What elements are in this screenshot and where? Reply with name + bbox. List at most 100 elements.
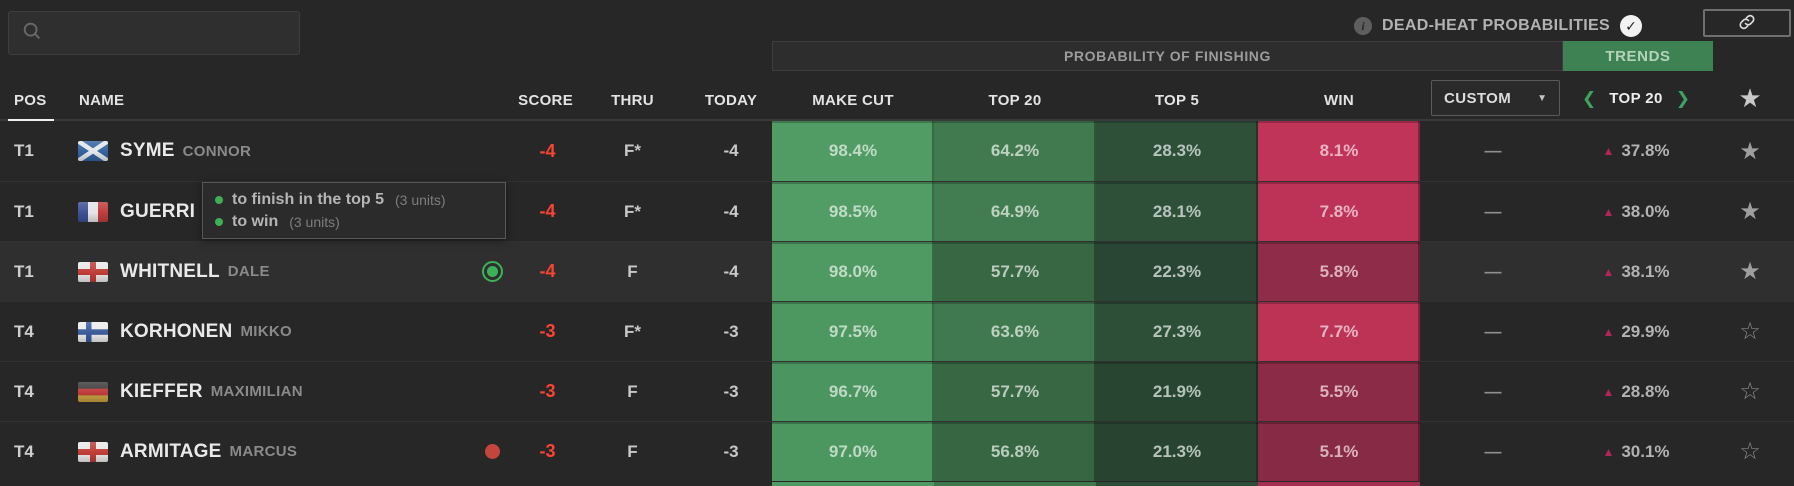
player-first-name: MARCUS xyxy=(229,443,298,460)
column-header-name[interactable]: NAME xyxy=(79,91,125,109)
trend-up-triangle-icon: ▲ xyxy=(1602,144,1615,158)
top20-cell[interactable]: 64.9% xyxy=(934,182,1096,241)
player-today: -4 xyxy=(723,201,739,221)
bet-indicator xyxy=(465,422,520,481)
table-row[interactable]: T4 ARMITAGE MARCUS -3 F -3 97.0% 56.8% 2… xyxy=(0,421,1794,481)
custom-column-value: — xyxy=(1484,321,1502,341)
bet-indicator xyxy=(465,362,520,421)
search-input[interactable] xyxy=(8,11,300,55)
favorite-star[interactable]: ★ xyxy=(1739,137,1761,165)
country-flag xyxy=(78,261,108,282)
table-row[interactable]: T4 KORHONEN MIKKO -3 F* -3 97.5% 63.6% 2… xyxy=(0,301,1794,361)
win-cell[interactable]: 7.7% xyxy=(1258,302,1420,361)
column-header-win[interactable]: WIN xyxy=(1323,91,1355,109)
player-first-name: MAXIMILIAN xyxy=(210,383,303,400)
favorite-star[interactable]: ☆ xyxy=(1739,438,1761,465)
player-position: T4 xyxy=(14,321,34,341)
make-cut-cell[interactable]: 97.5% xyxy=(772,302,934,361)
player-last-name: WHITNELL xyxy=(120,260,220,282)
bet-indicator xyxy=(465,302,520,361)
player-position: T4 xyxy=(14,381,34,401)
top5-cell[interactable]: 22.3% xyxy=(1096,242,1258,301)
trend-cell: ▲ 28.8% xyxy=(1566,362,1706,421)
country-flag xyxy=(78,321,108,342)
trend-value: 38.0% xyxy=(1621,201,1670,221)
player-position: T1 xyxy=(14,261,34,281)
win-cell[interactable]: 7.8% xyxy=(1258,182,1420,241)
probability-of-finishing-header: PROBABILITY OF FINISHING xyxy=(772,41,1563,71)
win-cell[interactable]: 5.1% xyxy=(1258,422,1420,481)
red-dot-icon xyxy=(485,444,500,459)
column-header-top5[interactable]: TOP 5 xyxy=(1154,91,1200,109)
top5-cell[interactable]: 27.3% xyxy=(1096,302,1258,361)
make-cut-cell[interactable]: 98.4% xyxy=(772,121,934,181)
win-cell[interactable]: 5.8% xyxy=(1258,242,1420,301)
dead-heat-toggle[interactable]: i DEAD-HEAT PROBABILITIES ✓ xyxy=(1354,12,1642,40)
column-header-top20[interactable]: TOP 20 xyxy=(988,91,1042,109)
table-row[interactable]: T1 WHITNELL DALE -4 F -4 98.0% 57.7% 22.… xyxy=(0,241,1794,301)
dead-heat-label: DEAD-HEAT PROBABILITIES xyxy=(1382,17,1610,34)
favorite-star[interactable]: ★ xyxy=(1739,258,1761,285)
custom-column-value: — xyxy=(1484,261,1502,281)
win-cell[interactable]: 8.1% xyxy=(1258,121,1420,181)
favorites-header-star-icon[interactable]: ★ xyxy=(1738,82,1762,113)
favorite-star[interactable]: ☆ xyxy=(1739,318,1761,345)
top5-cell[interactable]: 21.3% xyxy=(1096,422,1258,481)
trend-cell: ▲ 38.0% xyxy=(1566,182,1706,241)
column-header-today[interactable]: TODAY xyxy=(704,91,758,109)
table-row[interactable]: T4 KIEFFER MAXIMILIAN -3 F -3 96.7% 57.7… xyxy=(0,361,1794,421)
top20-cell[interactable]: 63.6% xyxy=(934,302,1096,361)
make-cut-cell[interactable]: 96.7% xyxy=(772,362,934,421)
country-flag xyxy=(78,441,108,462)
bet-indicator xyxy=(465,242,520,301)
nav-next-chevron[interactable]: ❯ xyxy=(1675,88,1691,108)
nav-prev-chevron[interactable]: ❮ xyxy=(1581,88,1597,108)
player-last-name: KORHONEN xyxy=(120,320,233,342)
make-cut-cell[interactable]: 98.5% xyxy=(772,182,934,241)
make-cut-cell[interactable]: 97.0% xyxy=(772,422,934,481)
make-cut-cell[interactable]: 98.0% xyxy=(772,242,934,301)
top5-cell[interactable]: 21.9% xyxy=(1096,362,1258,421)
custom-column-value: — xyxy=(1484,381,1502,401)
player-thru: F* xyxy=(624,141,641,160)
player-last-name: GUERRI xyxy=(120,200,196,222)
favorite-star[interactable]: ★ xyxy=(1739,198,1761,225)
player-last-name: KIEFFER xyxy=(120,380,203,402)
check-circle-icon: ✓ xyxy=(1620,15,1642,37)
column-header-thru[interactable]: THRU xyxy=(611,91,654,109)
trend-up-triangle-icon: ▲ xyxy=(1602,324,1615,339)
partial-cell xyxy=(934,482,1096,486)
green-dot-icon xyxy=(215,217,223,226)
player-today: -3 xyxy=(723,321,739,341)
win-cell[interactable]: 5.5% xyxy=(1258,362,1420,421)
top20-cell[interactable]: 57.7% xyxy=(934,242,1096,301)
player-thru: F xyxy=(627,261,638,281)
favorite-star[interactable]: ☆ xyxy=(1739,378,1761,405)
chevron-down-icon: ▼ xyxy=(1537,92,1547,104)
partial-next-row xyxy=(0,482,1794,486)
column-header-make-cut[interactable]: MAKE CUT xyxy=(812,91,894,109)
top20-cell[interactable]: 64.2% xyxy=(934,121,1096,181)
share-link-button[interactable] xyxy=(1703,9,1791,37)
table-row[interactable]: T1 SYME CONNOR -4 F* -4 98.4% 64.2% 28.3… xyxy=(0,121,1794,181)
trend-cell: ▲ 37.8% xyxy=(1566,121,1706,181)
top20-cell[interactable]: 57.7% xyxy=(934,362,1096,421)
column-header-pos[interactable]: POS xyxy=(0,71,65,122)
top20-cell[interactable]: 56.8% xyxy=(934,422,1096,481)
country-flag xyxy=(78,381,108,402)
trend-value: 37.8% xyxy=(1621,141,1670,160)
top5-cell[interactable]: 28.3% xyxy=(1096,121,1258,181)
bet-indicator xyxy=(465,121,520,181)
trends-button[interactable]: TRENDS xyxy=(1563,41,1713,71)
link-icon xyxy=(1737,12,1757,35)
column-header-score[interactable]: SCORE xyxy=(518,91,573,109)
custom-column-dropdown[interactable]: CUSTOM ▼ xyxy=(1431,80,1560,116)
top5-cell[interactable]: 28.1% xyxy=(1096,182,1258,241)
player-score: -4 xyxy=(539,261,556,281)
country-flag xyxy=(78,201,108,222)
leaderboard-rows: T1 SYME CONNOR -4 F* -4 98.4% 64.2% 28.3… xyxy=(0,121,1794,481)
player-thru: F* xyxy=(624,321,641,341)
player-thru: F xyxy=(627,441,638,461)
column-header-row: POS NAME SCORE THRU TODAY MAKE CUT TOP 2… xyxy=(0,71,1794,122)
